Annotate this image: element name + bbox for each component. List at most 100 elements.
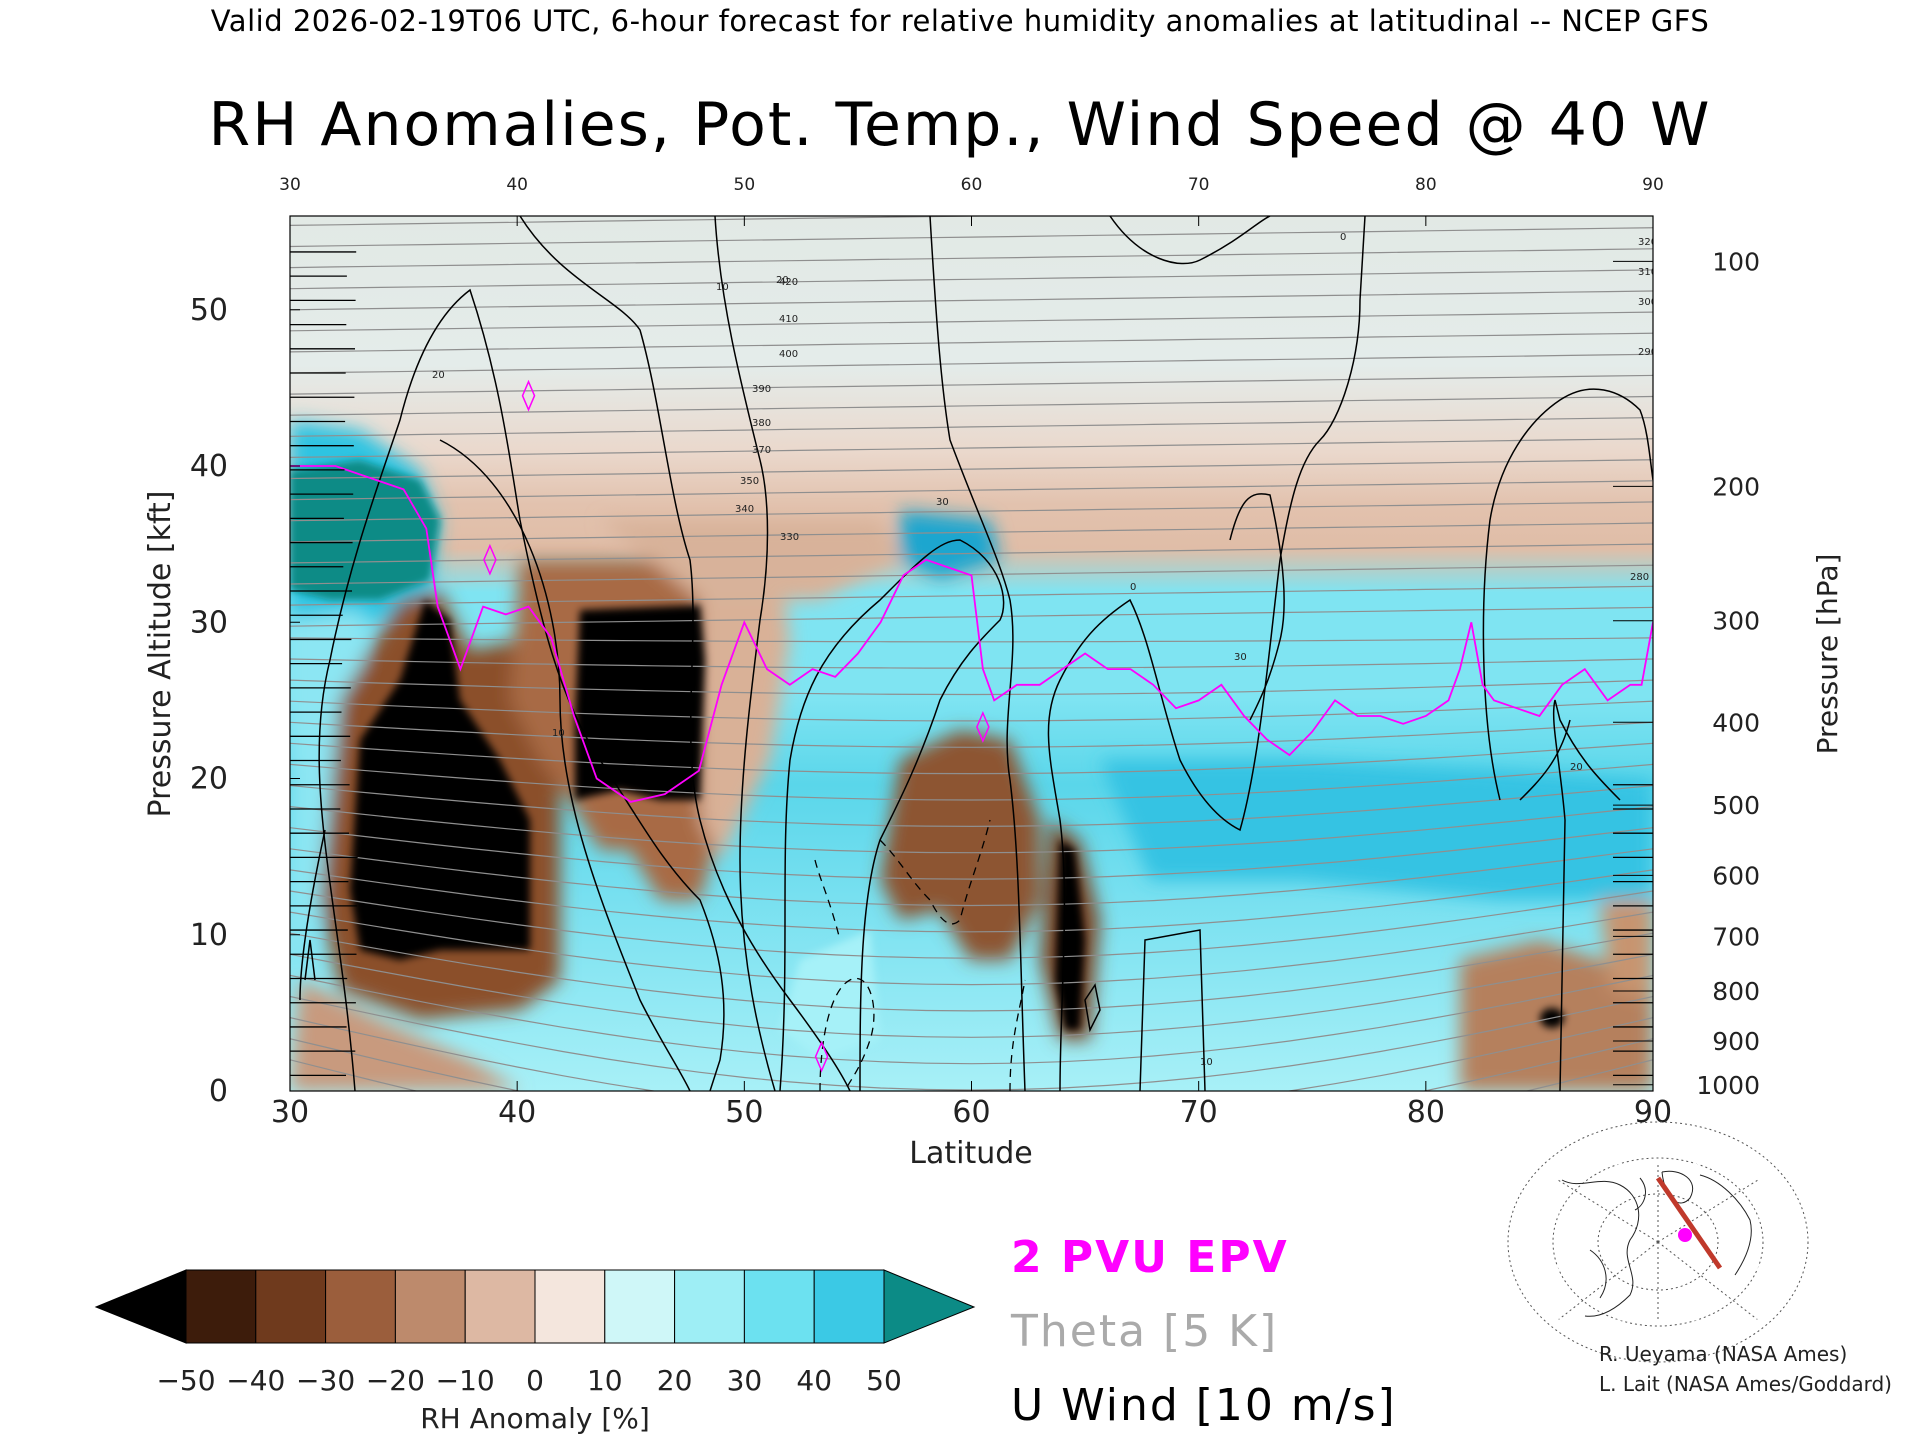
wind-contour-label: 10 bbox=[552, 728, 565, 739]
y-tick-label: 0 bbox=[209, 1074, 228, 1109]
top-tick-label: 50 bbox=[734, 175, 756, 195]
legend-entry: 2 PVU EPV bbox=[1011, 1232, 1289, 1283]
y-tick-label: 40 bbox=[190, 449, 228, 484]
theta-contour bbox=[290, 395, 1653, 416]
theta-contour bbox=[290, 459, 1653, 480]
theta-contour bbox=[290, 784, 1653, 828]
colorbar-tick-label: 40 bbox=[796, 1364, 832, 1397]
theta-contour bbox=[290, 974, 1653, 1065]
theta-contour-label: 420 bbox=[779, 277, 798, 288]
wind-contour-label: 30 bbox=[936, 497, 949, 508]
y-tick-label: 50 bbox=[190, 293, 228, 328]
top-tick-label: 70 bbox=[1188, 175, 1210, 195]
x-axis-label: Latitude bbox=[909, 1136, 1032, 1171]
theta-contour-label: 300 bbox=[1638, 297, 1657, 308]
colorbar-tick-label: 10 bbox=[587, 1364, 623, 1397]
colorbar-cell bbox=[394, 1269, 466, 1344]
colorbar-cell bbox=[464, 1269, 536, 1344]
colorbar-cell bbox=[325, 1269, 396, 1344]
pressure-level-marks bbox=[290, 251, 1653, 1077]
theta-contour bbox=[290, 890, 1653, 959]
colorbar-tick-label: −20 bbox=[366, 1364, 425, 1397]
theta-contour bbox=[290, 585, 1653, 606]
negative-wind-contours bbox=[814, 819, 1026, 1091]
x-axis-ticks: 30 40 50 60 70 80 90 bbox=[271, 1081, 1672, 1130]
chart-title: RH Anomalies, Pot. Temp., Wind Speed @ 4… bbox=[208, 90, 1712, 160]
y-tick-label: 20 bbox=[190, 762, 228, 797]
pressure-tick-label: 900 bbox=[1712, 1027, 1760, 1056]
theta-contour bbox=[290, 932, 1653, 1012]
wind-contour-labels: 10 20 30 0 10 20 30 0 10 20 bbox=[432, 232, 1583, 1068]
colorbar-tick-label: 20 bbox=[657, 1364, 693, 1397]
theta-contour-label: 350 bbox=[740, 476, 759, 487]
theta-contour bbox=[290, 953, 1653, 1038]
wind-contour-label: 0 bbox=[1340, 232, 1346, 243]
theta-contour bbox=[290, 763, 1653, 801]
top-tick-label: 60 bbox=[961, 175, 983, 195]
theta-contour-label: 370 bbox=[752, 445, 771, 456]
y-axis-ticks: 0 10 20 30 40 50 bbox=[190, 293, 300, 1109]
x-tick-label: 50 bbox=[725, 1095, 763, 1130]
theta-contour bbox=[290, 522, 1653, 543]
legend: 2 PVU EPV Theta [5 K] U Wind [10 m/s] bbox=[1010, 1232, 1397, 1431]
colorbar-tick-label: −30 bbox=[296, 1364, 355, 1397]
theta-contour-label: 380 bbox=[752, 418, 771, 429]
pressure-tick-label: 400 bbox=[1712, 708, 1760, 737]
theta-contour-label: 310 bbox=[1638, 267, 1657, 278]
colorbar-cell bbox=[674, 1269, 745, 1344]
top-tick-label: 40 bbox=[506, 175, 528, 195]
theta-contour bbox=[290, 543, 1653, 564]
colorbar-tick-label: 30 bbox=[727, 1364, 763, 1397]
pressure-tick-label: 800 bbox=[1712, 977, 1760, 1006]
pressure-tick-label: 700 bbox=[1712, 922, 1760, 951]
u-wind-contours bbox=[299, 216, 1653, 1091]
theta-contour bbox=[290, 374, 1653, 395]
theta-contour bbox=[290, 637, 1653, 643]
credit-line-2: L. Lait (NASA Ames/Goddard) bbox=[1599, 1372, 1892, 1396]
colorbar-cell bbox=[185, 1269, 257, 1344]
colorbar: −50 −40 −30 −20 −10 0 10 20 30 40 50 RH Anomaly [%… bbox=[94, 1269, 976, 1435]
pressure-tick-label: 1000 bbox=[1696, 1071, 1760, 1100]
credit-line-1: R. Ueyama (NASA Ames) bbox=[1599, 1342, 1848, 1366]
top-axis-ticks: 30 40 50 60 70 80 90 bbox=[279, 175, 1664, 226]
x-tick-label: 80 bbox=[1407, 1095, 1445, 1130]
theta-contour-label: 410 bbox=[779, 314, 798, 325]
theta-contour bbox=[290, 248, 1653, 269]
x-tick-label: 60 bbox=[952, 1095, 990, 1130]
theta-contour bbox=[290, 869, 1653, 933]
colorbar-tick-label: 0 bbox=[526, 1364, 544, 1397]
theta-contour-labels: 420 410 400 390 380 370 350 340 330 320 310 300 290 2… bbox=[735, 237, 1657, 583]
y-tick-label: 10 bbox=[190, 918, 228, 953]
legend-entry: U Wind [10 m/s] bbox=[1011, 1380, 1397, 1431]
theta-contour bbox=[290, 721, 1653, 748]
epv-2pvu-small-contours bbox=[483, 379, 990, 1073]
theta-contour-label: 340 bbox=[735, 504, 754, 515]
colorbar-cell bbox=[255, 1269, 327, 1344]
x-tick-label: 90 bbox=[1634, 1095, 1672, 1130]
theta-contour bbox=[290, 227, 1653, 248]
theta-contour bbox=[290, 911, 1653, 986]
epv-small-contour bbox=[976, 711, 990, 743]
theta-contour bbox=[290, 827, 1653, 880]
top-tick-label: 30 bbox=[279, 175, 301, 195]
pressure-tick-label: 500 bbox=[1712, 791, 1760, 820]
top-tick-label: 90 bbox=[1642, 175, 1664, 195]
theta-contour-label: 320 bbox=[1638, 237, 1657, 248]
theta-contour bbox=[290, 501, 1653, 522]
theta-contour bbox=[290, 806, 1653, 854]
theta-contour bbox=[290, 269, 1653, 290]
colorbar-tick-label: 50 bbox=[866, 1364, 902, 1397]
colorbar-tick-label: −40 bbox=[226, 1364, 285, 1397]
theta-contour bbox=[290, 700, 1653, 722]
theta-contour bbox=[290, 606, 1653, 627]
x-tick-label: 70 bbox=[1180, 1095, 1218, 1130]
x-tick-label: 40 bbox=[498, 1095, 536, 1130]
theta-contour bbox=[290, 311, 1653, 332]
wind-contour-label: 10 bbox=[716, 282, 729, 293]
rh-anomaly-field: 4204104003903803703503403303203103002902… bbox=[290, 216, 1657, 1091]
theta-contour-label: 390 bbox=[752, 384, 771, 395]
colorbar-tick-label: −50 bbox=[156, 1364, 215, 1397]
y-tick-label: 30 bbox=[190, 605, 228, 640]
colorbar-tick-label: −10 bbox=[436, 1364, 495, 1397]
